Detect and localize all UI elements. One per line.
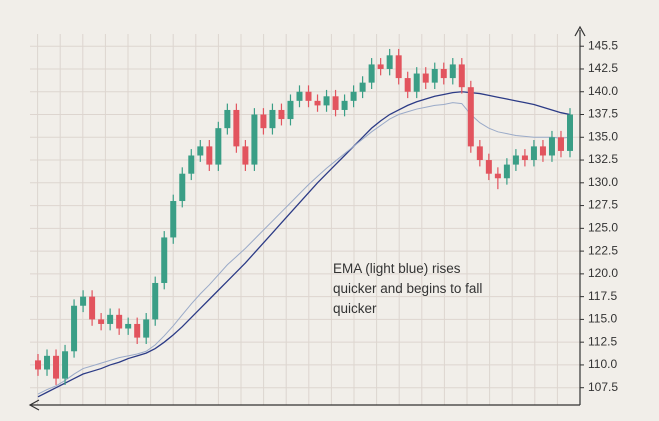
candle-body (395, 55, 402, 79)
y-tick-label: 135.0 (588, 129, 618, 143)
candle-body (440, 68, 447, 79)
candle-body (161, 237, 168, 283)
annotation: EMA (light blue) rises (333, 261, 461, 276)
candle-body (269, 109, 276, 129)
candle-body (368, 64, 375, 83)
candle-body (485, 160, 492, 174)
y-tick-label: 110.0 (588, 357, 617, 371)
candle-body (80, 296, 87, 306)
y-axis-arrow (574, 25, 586, 37)
candle-body (567, 114, 573, 151)
candle-body (296, 91, 303, 101)
y-tick-label: 125.0 (588, 221, 618, 235)
candle-body (89, 296, 96, 320)
y-tick-label: 120.0 (588, 266, 618, 280)
candle-body (467, 87, 474, 147)
y-tick-label: 140.0 (588, 84, 618, 98)
candle-body (305, 91, 312, 101)
candle-body (152, 282, 159, 320)
candle-body (62, 351, 69, 379)
candle-body (386, 55, 393, 69)
candle-body (557, 137, 564, 151)
candle-body (548, 137, 555, 156)
candle-body (188, 155, 195, 174)
y-tick-label: 142.5 (588, 61, 618, 75)
candle-body (494, 173, 501, 179)
y-tick-label: 132.5 (588, 152, 618, 166)
candle-body (332, 96, 339, 110)
moving-average-line (37, 91, 571, 398)
candle-body (404, 78, 411, 92)
candle-body (359, 82, 366, 92)
candle-body (224, 109, 231, 129)
candle-body (134, 323, 141, 338)
plot (35, 48, 573, 398)
candle-body (287, 100, 294, 120)
candle-body (278, 109, 285, 120)
candle-body (539, 146, 546, 156)
y-tick-label: 127.5 (588, 198, 618, 212)
candle-body (170, 201, 177, 238)
moving-average-line (37, 102, 571, 395)
y-tick-label: 130.0 (588, 175, 618, 189)
candle-body (206, 146, 213, 165)
candle-body (197, 146, 204, 156)
candle-body (449, 64, 456, 79)
candle-body (125, 323, 132, 329)
candle-body (35, 360, 41, 370)
candle-body (521, 155, 528, 161)
y-tick-label: 117.5 (588, 289, 617, 303)
candle-body (413, 73, 420, 92)
candle-body (107, 314, 114, 324)
candle-body (44, 355, 51, 370)
annotation: quicker (333, 301, 377, 316)
candle-body (260, 114, 267, 129)
candle-body (503, 164, 510, 179)
candle-body (476, 146, 483, 161)
y-tick-label: 145.5 (588, 38, 618, 52)
candle-body (377, 64, 384, 69)
candle-body (431, 68, 438, 83)
candle-body (116, 314, 123, 329)
candle-body (53, 355, 60, 379)
candle-body (512, 155, 519, 165)
y-tick-label: 112.5 (588, 334, 617, 348)
x-axis-arrow (28, 399, 40, 411)
candle-body (233, 109, 240, 147)
candle-body (215, 128, 222, 165)
candle-body (251, 114, 258, 165)
y-tick-label: 137.5 (588, 107, 618, 121)
candle-body (422, 73, 429, 83)
candle-body (242, 146, 249, 165)
y-tick-label: 115.0 (588, 312, 617, 326)
candle-body (143, 319, 150, 338)
y-tick-label: 107.5 (588, 380, 618, 394)
candle-body (71, 305, 78, 352)
candle-body (458, 64, 465, 88)
candle-body (530, 146, 537, 161)
y-tick-label: 122.5 (588, 243, 618, 257)
annotation: quicker and begins to fall (333, 281, 482, 296)
candle-body (341, 100, 348, 110)
candle-body (179, 173, 186, 202)
candle-body (314, 100, 321, 106)
candle-body (350, 91, 357, 101)
candle-body (98, 319, 105, 324)
candle-body (323, 96, 330, 106)
